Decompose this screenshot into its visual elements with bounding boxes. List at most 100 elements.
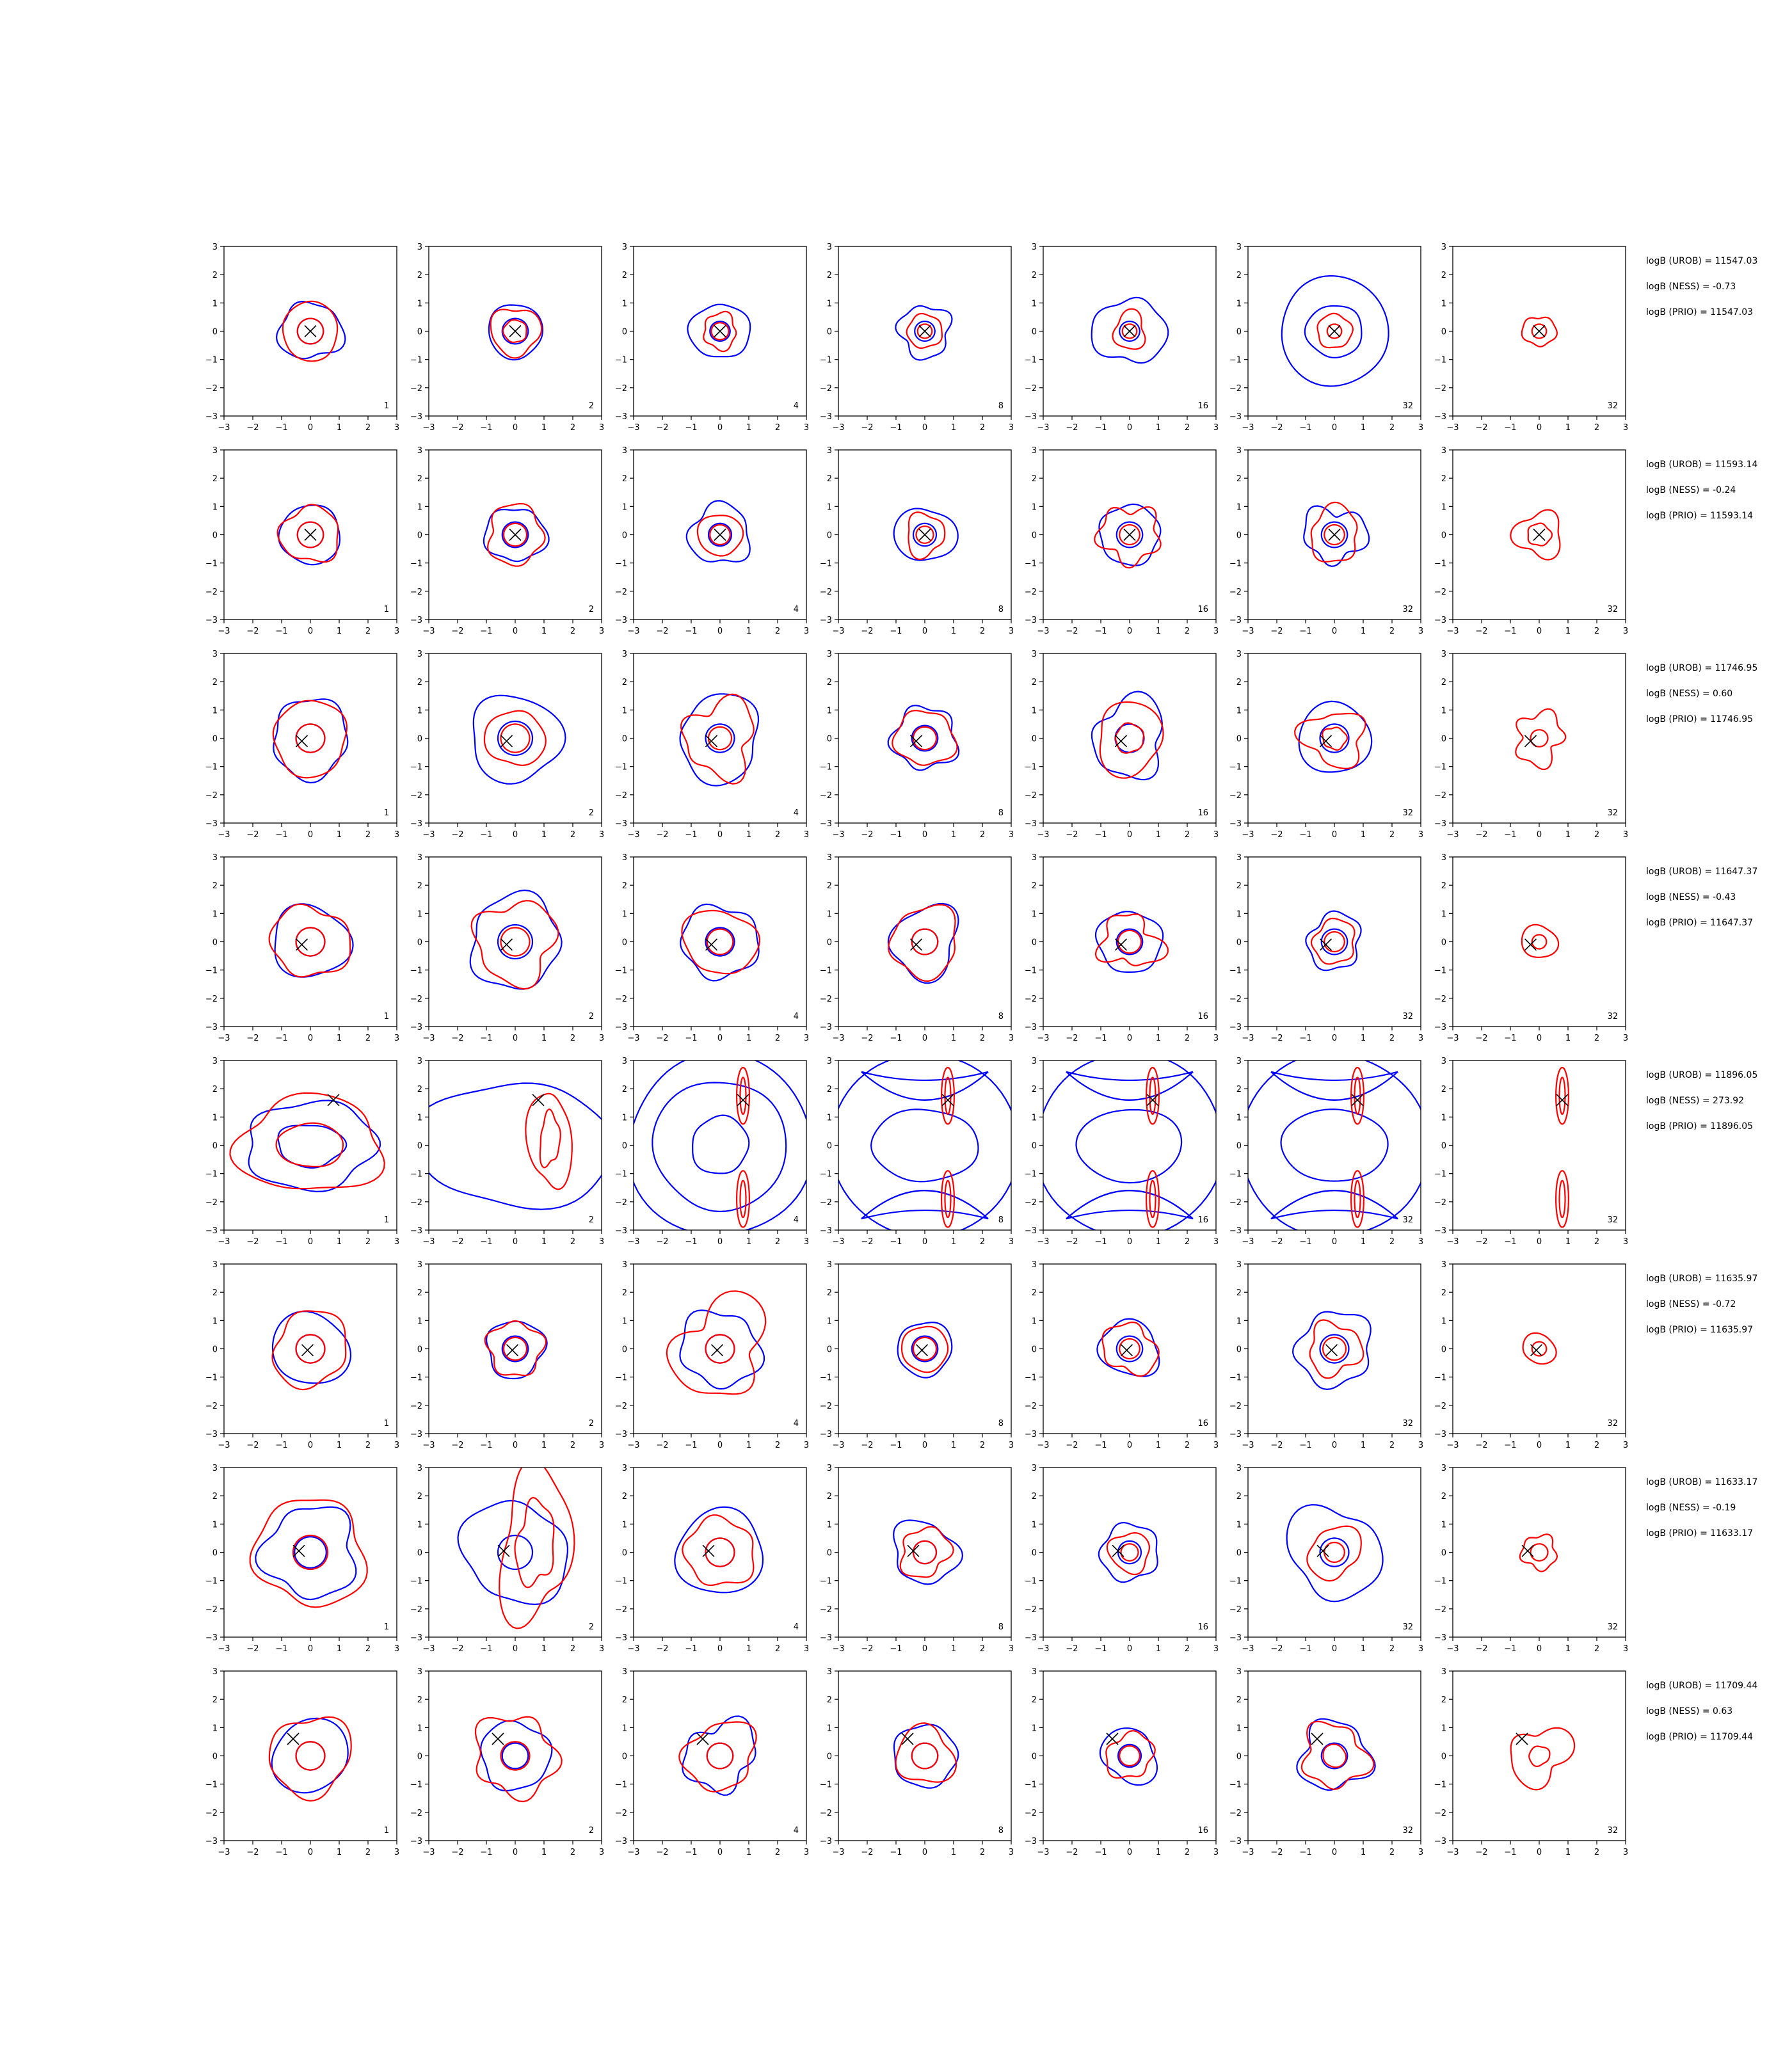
y-tick-label: −3: [615, 1633, 627, 1643]
x-tick-label: −3: [1446, 1237, 1459, 1247]
red-contour-line: [490, 308, 543, 359]
contour-plot-area: [429, 1082, 602, 1210]
contour-plot-area: [1292, 1311, 1372, 1391]
y-tick-label: −1: [1229, 1577, 1242, 1587]
y-tick-label: −3: [615, 1430, 627, 1439]
contour-panel: −3−3 −2 −2 −1 −1 0 0 1 1 2 2 3 3 2: [410, 1464, 604, 1654]
annotation-ness-row-8: logB (NESS) = 0.63: [1646, 1706, 1732, 1716]
y-tick-label: −1: [205, 763, 218, 772]
x-tick-label: −1: [480, 627, 492, 636]
y-tick-label: 2: [1236, 474, 1242, 484]
true-value-marker: [1524, 938, 1537, 951]
x-tick-label: −2: [246, 1237, 259, 1247]
blue-contour-line: [861, 1071, 989, 1081]
contour-panel: −3−3 −2 −2 −1 −1 0 0 1 1 2 2 3 3 1: [205, 1667, 399, 1857]
red-contour-line: [1099, 701, 1164, 779]
x-tick-label: −1: [480, 1848, 492, 1857]
panel-label: 32: [1402, 1419, 1413, 1428]
x-tick-label: −1: [1299, 830, 1311, 840]
panel-label: 2: [589, 1012, 594, 1021]
y-tick-label: 3: [1032, 1667, 1037, 1677]
red-contour-line: [1555, 1066, 1570, 1125]
x-tick-label: 2: [1389, 627, 1395, 636]
y-tick-label: −1: [1434, 559, 1446, 569]
red-contour-line: [539, 1108, 561, 1169]
blue-contour-line: [255, 1506, 357, 1601]
y-tick-label: −1: [820, 1170, 832, 1180]
true-value-marker: [301, 1344, 314, 1357]
contour-plot-area: [1519, 1533, 1558, 1572]
y-tick-label: 0: [827, 1142, 832, 1151]
blue-contour-line: [1116, 1335, 1144, 1363]
x-tick-label: 0: [1537, 1237, 1542, 1247]
x-tick-label: 1: [1156, 423, 1161, 433]
y-tick-label: −1: [1025, 1373, 1037, 1383]
true-value-marker: [705, 938, 718, 951]
true-value-marker: [702, 1544, 715, 1557]
y-tick-label: 0: [417, 1142, 422, 1151]
x-tick-label: 0: [308, 830, 313, 840]
red-contour-line: [1324, 931, 1345, 953]
y-tick-label: −1: [410, 966, 422, 976]
x-tick-label: −2: [861, 1237, 873, 1247]
contour-panel: −3−3 −2 −2 −1 −1 0 0 1 1 2 2 3 3 2: [410, 650, 604, 840]
x-tick-label: 3: [599, 1441, 604, 1450]
contour-plot-area: [1248, 1060, 1421, 1230]
blue-contour-line: [707, 522, 733, 547]
axes-frame: [428, 1670, 602, 1841]
blue-contour-line: [429, 1082, 602, 1210]
contour-plot-area: [893, 508, 959, 561]
y-tick-label: 0: [622, 1752, 627, 1762]
red-contour-line: [1112, 308, 1146, 350]
y-tick-label: 0: [417, 328, 422, 337]
panel-label: 4: [794, 1215, 799, 1225]
red-contour-line: [1119, 1338, 1140, 1360]
x-tick-label: 3: [1418, 423, 1423, 433]
blue-contour-line: [469, 889, 563, 990]
y-tick-label: 3: [212, 1667, 218, 1677]
x-tick-label: 0: [717, 423, 723, 433]
y-tick-label: −1: [1434, 356, 1446, 365]
true-value-marker: [509, 324, 522, 338]
x-tick-label: 1: [1361, 830, 1366, 840]
x-tick-label: 2: [1389, 1441, 1395, 1450]
panel-label: 16: [1197, 1622, 1208, 1632]
y-tick-label: 0: [1441, 1752, 1446, 1762]
red-contour-line: [1354, 1076, 1361, 1116]
x-tick-label: 1: [1361, 1848, 1366, 1857]
x-tick-label: −2: [1475, 1644, 1487, 1654]
x-tick-label: 1: [541, 423, 547, 433]
y-tick-label: 1: [827, 1724, 832, 1733]
panel-label: 16: [1197, 1419, 1208, 1428]
y-tick-label: 2: [1441, 1288, 1446, 1298]
blue-contour-line: [893, 1724, 959, 1789]
x-tick-label: 0: [513, 1237, 518, 1247]
x-tick-label: 2: [1594, 627, 1599, 636]
x-tick-label: 1: [541, 830, 547, 840]
blue-contour-line: [709, 320, 731, 342]
y-tick-label: 2: [1032, 474, 1037, 484]
red-contour-line: [705, 1537, 735, 1567]
blue-contour-line: [275, 300, 346, 360]
y-tick-label: 2: [212, 1695, 218, 1705]
x-tick-label: −3: [218, 1644, 230, 1654]
annotation-urob-row-8: logB (UROB) = 11709.44: [1646, 1681, 1757, 1691]
blue-contour-line: [1270, 1210, 1398, 1220]
blue-contour-line: [1280, 1108, 1389, 1182]
x-tick-label: −2: [1270, 1441, 1283, 1450]
x-tick-label: 3: [1418, 1237, 1423, 1247]
x-tick-label: −3: [1242, 1237, 1254, 1247]
red-contour-line: [892, 710, 958, 766]
true-value-marker: [1328, 324, 1341, 338]
panel-label: 2: [589, 401, 594, 411]
contour-plot-area: [897, 1322, 953, 1379]
contour-plot-area: [634, 1060, 806, 1230]
red-contour-line: [1309, 1319, 1364, 1379]
true-value-marker: [1123, 324, 1136, 338]
axes-frame: [223, 1670, 397, 1841]
x-tick-label: −3: [832, 830, 844, 840]
x-tick-label: 2: [365, 1034, 371, 1043]
y-tick-label: −3: [1434, 412, 1446, 422]
annotation-urob-row-1: logB (UROB) = 11547.03: [1646, 256, 1757, 266]
